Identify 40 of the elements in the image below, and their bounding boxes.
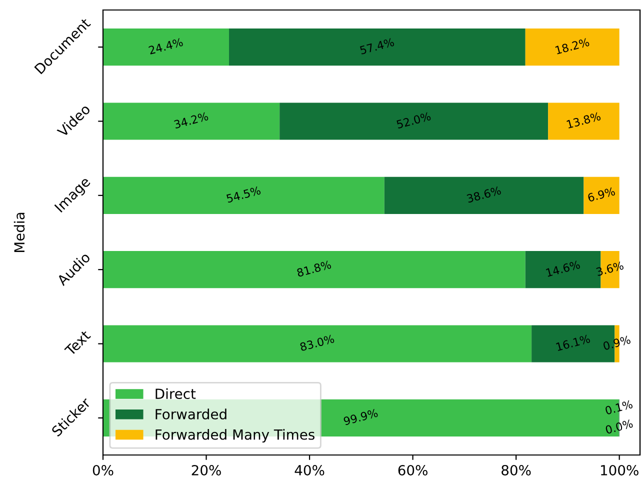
bar bbox=[584, 176, 620, 214]
data-label: 57.4% bbox=[360, 38, 394, 55]
data-label: 99.9% bbox=[343, 408, 378, 426]
data-label: 83.0% bbox=[300, 334, 335, 352]
data-label: 38.6% bbox=[466, 186, 502, 203]
legend-label: Forwarded Many Times bbox=[156, 429, 314, 442]
data-label: 14.6% bbox=[546, 260, 580, 277]
y-axis-title: Media bbox=[14, 212, 25, 252]
legend-label: Direct bbox=[156, 388, 196, 400]
bar bbox=[548, 102, 620, 140]
x-tick-label: 20% bbox=[192, 464, 221, 476]
data-label: 52.0% bbox=[396, 112, 432, 129]
data-label: 16.1% bbox=[556, 334, 590, 352]
data-label: 54.5% bbox=[226, 186, 261, 203]
data-label: 81.8% bbox=[296, 260, 332, 278]
bar bbox=[228, 28, 526, 66]
x-tick-label: 40% bbox=[294, 464, 324, 476]
bar bbox=[280, 102, 548, 140]
x-tick-label: 100% bbox=[601, 464, 638, 476]
x-tick-label: 60% bbox=[398, 464, 428, 476]
data-label: 0.0% bbox=[605, 419, 634, 434]
bar bbox=[103, 325, 532, 362]
legend-label: Forwarded bbox=[156, 408, 226, 420]
bar bbox=[384, 176, 584, 214]
bar bbox=[103, 251, 526, 288]
data-label: 13.8% bbox=[566, 112, 602, 129]
data-label: 24.4% bbox=[148, 38, 184, 55]
data-label: 6.9% bbox=[587, 186, 616, 202]
data-label: 34.2% bbox=[174, 112, 209, 129]
bar bbox=[103, 102, 280, 140]
y-tick-label: Text bbox=[64, 330, 92, 357]
bar bbox=[525, 28, 620, 66]
data-label: 0.1% bbox=[604, 400, 633, 415]
data-label: 3.6% bbox=[596, 261, 624, 276]
data-label: 0.9% bbox=[602, 335, 631, 350]
x-tick-label: 0% bbox=[92, 464, 114, 476]
bar bbox=[103, 176, 384, 214]
data-label: 18.2% bbox=[555, 38, 590, 54]
bar bbox=[103, 28, 229, 66]
x-tick-label: 80% bbox=[502, 464, 531, 476]
